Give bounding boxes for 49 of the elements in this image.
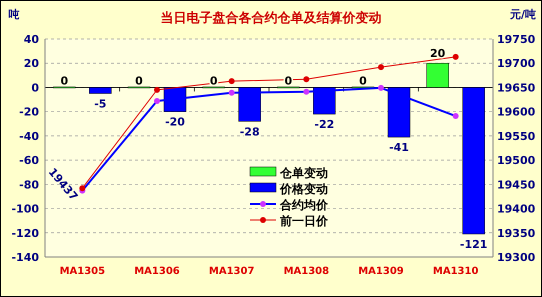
y2-tick-label: 19550 xyxy=(497,130,536,143)
y-axis-title: 吨 xyxy=(8,8,20,21)
y2-tick-label: 19700 xyxy=(497,57,536,70)
y-tick-label: -20 xyxy=(19,106,40,119)
x-tick-label: MA1310 xyxy=(432,266,478,277)
data-label: -22 xyxy=(314,118,334,132)
y2-tick-label: 19300 xyxy=(497,251,536,264)
y-tick-label: -40 xyxy=(19,130,40,143)
y2-tick-label: 19600 xyxy=(497,106,536,119)
y-tick-label: 20 xyxy=(24,57,40,70)
data-label: -5 xyxy=(94,98,106,110)
y-tick-label: -140 xyxy=(11,251,40,264)
data-label: 0 xyxy=(135,74,144,88)
x-tick-label: MA1305 xyxy=(60,266,106,277)
data-label: 0 xyxy=(359,74,368,88)
y-tick-label: 40 xyxy=(24,33,40,46)
data-label: -41 xyxy=(389,141,409,154)
y-tick-label: -60 xyxy=(19,154,40,168)
x-tick-label: MA1308 xyxy=(284,266,330,277)
y2-tick-label: 19350 xyxy=(497,226,536,240)
data-label: -121 xyxy=(460,238,488,251)
point xyxy=(79,185,86,192)
point xyxy=(452,54,459,60)
point xyxy=(154,86,160,93)
data-label: 20 xyxy=(430,47,446,60)
legend-label: 价格变动 xyxy=(279,182,328,196)
x-tick-label: MA1306 xyxy=(134,266,180,277)
y2-axis-title: 元/吨 xyxy=(508,8,536,21)
y-tick-label: 0 xyxy=(31,81,40,94)
chart-title: 当日电子盘合各合约仓单及结算价变动 xyxy=(160,10,382,26)
y2-tick-label: 19400 xyxy=(497,202,536,216)
y-tick-label: -80 xyxy=(19,178,40,192)
data-label: -20 xyxy=(165,116,186,129)
point xyxy=(228,78,235,84)
legend-label: 前一日价 xyxy=(279,214,329,228)
y2-tick-label: 19650 xyxy=(497,81,536,94)
point xyxy=(378,64,384,70)
y-tick-label: -100 xyxy=(11,202,40,216)
point xyxy=(303,76,310,82)
y2-tick-label: 19750 xyxy=(497,33,536,46)
legend-label: 合约均价 xyxy=(279,198,329,212)
legend-label: 仓单变动 xyxy=(279,166,328,180)
x-tick-label: MA1309 xyxy=(358,266,404,277)
y2-tick-label: 19500 xyxy=(497,154,536,168)
data-label: -28 xyxy=(240,125,260,138)
data-label: 0 xyxy=(60,74,69,88)
y-tick-label: -120 xyxy=(11,226,40,240)
x-tick-label: MA1307 xyxy=(208,266,254,277)
y2-tick-label: 19450 xyxy=(497,178,536,192)
